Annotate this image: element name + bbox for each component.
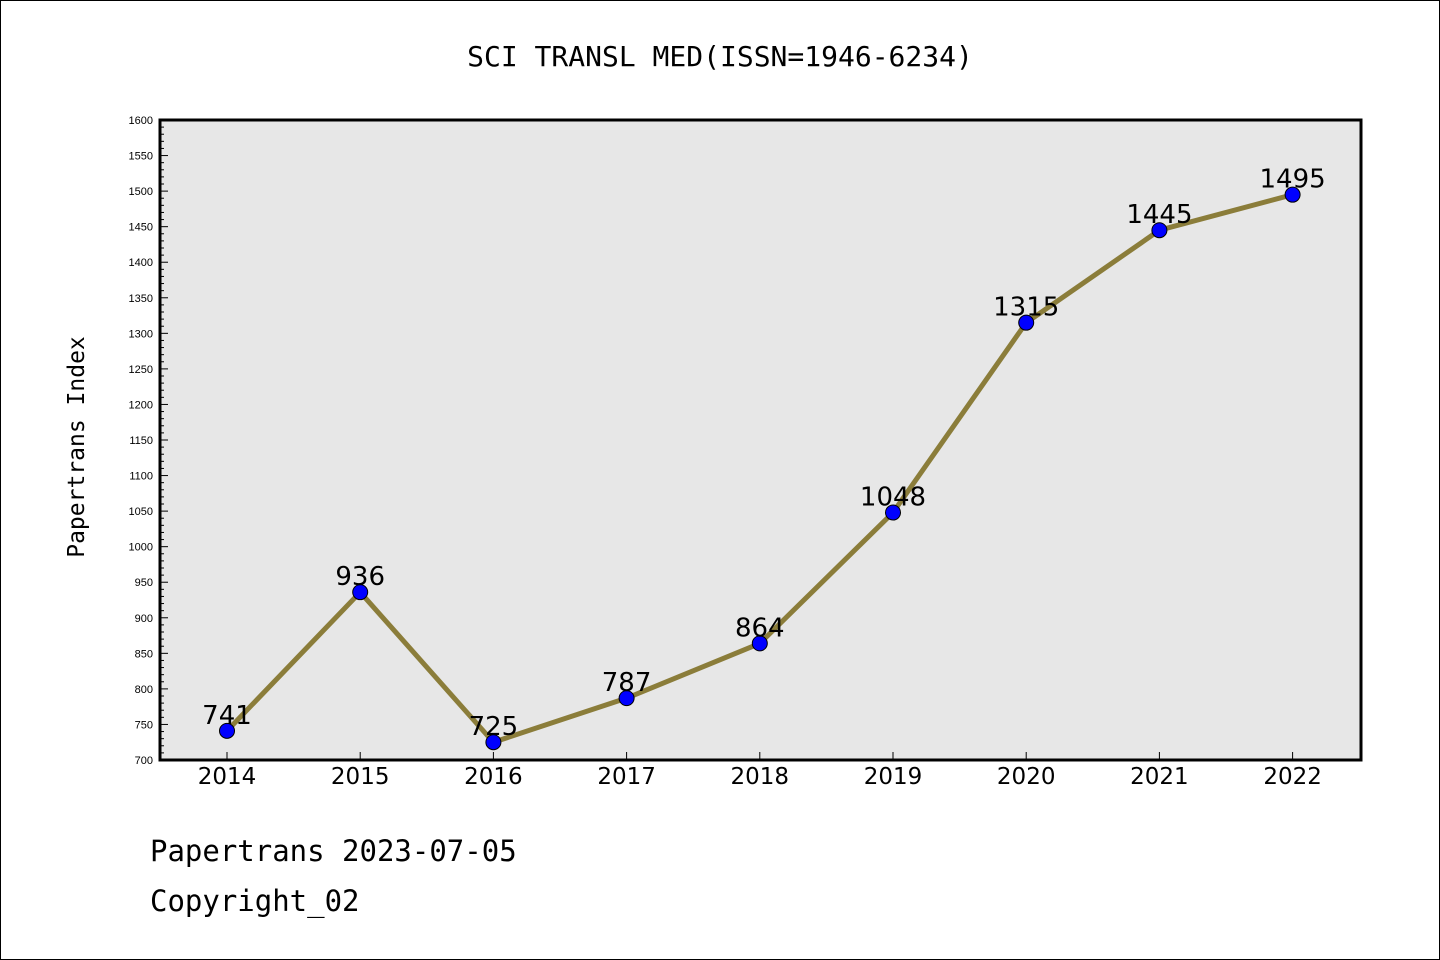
x-tick-label: 2017 <box>597 764 656 790</box>
y-tick-label: 750 <box>135 719 153 731</box>
y-tick-label: 950 <box>135 577 153 589</box>
y-tick-label: 1500 <box>129 186 153 198</box>
data-point <box>1151 222 1168 239</box>
x-axis-ticks: 2014 2015 2016 2017 2018 2019 2020 2021 2022 <box>198 752 1322 790</box>
x-tick-label: 2020 <box>997 764 1056 790</box>
x-tick-label: 2015 <box>331 764 390 790</box>
x-tick-label: 2018 <box>731 764 790 790</box>
data-point <box>751 635 768 652</box>
data-label: 864 <box>735 613 785 643</box>
data-label: 741 <box>202 701 252 731</box>
data-point <box>1284 186 1301 203</box>
y-tick-label: 1000 <box>129 542 153 554</box>
y-tick-label: 1350 <box>129 293 153 305</box>
y-axis-label: Papertrans Index <box>64 336 90 558</box>
y-tick-label: 700 <box>135 755 153 767</box>
plot-border <box>158 118 1363 762</box>
data-point <box>885 504 901 521</box>
x-tick-label: 2021 <box>1130 764 1189 790</box>
data-point <box>219 722 235 739</box>
data-label: 1315 <box>993 293 1059 323</box>
data-label: 1445 <box>1126 200 1192 230</box>
data-points <box>219 186 1301 751</box>
y-tick-label: 900 <box>135 613 153 625</box>
chart-title: SCI TRANSL MED(ISSN=1946-6234) <box>467 40 973 73</box>
footer-copyright: Copyright_02 <box>150 884 360 918</box>
data-label: 1495 <box>1260 165 1326 195</box>
y-axis-ticks: 700 750 800 850 900 950 1000 1050 1100 1150 1200 12… <box>129 115 168 767</box>
y-tick-label: 1550 <box>129 151 153 163</box>
x-tick-label: 2014 <box>198 764 257 790</box>
y-tick-label: 1050 <box>129 506 153 518</box>
y-tick-label: 1300 <box>129 328 153 340</box>
y-tick-label: 1450 <box>129 222 153 234</box>
y-tick-label: 1600 <box>129 115 153 127</box>
data-point <box>352 584 369 601</box>
y-tick-label: 1150 <box>129 435 153 447</box>
x-tick-label: 2022 <box>1263 764 1322 790</box>
footer-source: Papertrans 2023-07-05 <box>150 834 517 868</box>
data-label: 936 <box>335 562 385 592</box>
data-label: 1048 <box>860 483 926 513</box>
y-tick-label: 1400 <box>129 257 153 269</box>
y-tick-label: 1100 <box>129 471 153 483</box>
data-label: 725 <box>469 712 519 742</box>
y-tick-label: 1250 <box>129 364 153 376</box>
x-tick-label: 2019 <box>864 764 923 790</box>
data-label: 787 <box>602 668 652 698</box>
data-point <box>485 734 502 751</box>
data-labels: 741 936 725 787 864 1048 1315 1445 1495 <box>202 165 1326 743</box>
x-tick-label: 2016 <box>464 764 523 790</box>
y-tick-label: 850 <box>135 648 153 660</box>
y-tick-label: 800 <box>135 684 153 696</box>
data-point <box>618 690 635 707</box>
data-point <box>1018 314 1035 331</box>
y-tick-label: 1200 <box>129 399 153 411</box>
